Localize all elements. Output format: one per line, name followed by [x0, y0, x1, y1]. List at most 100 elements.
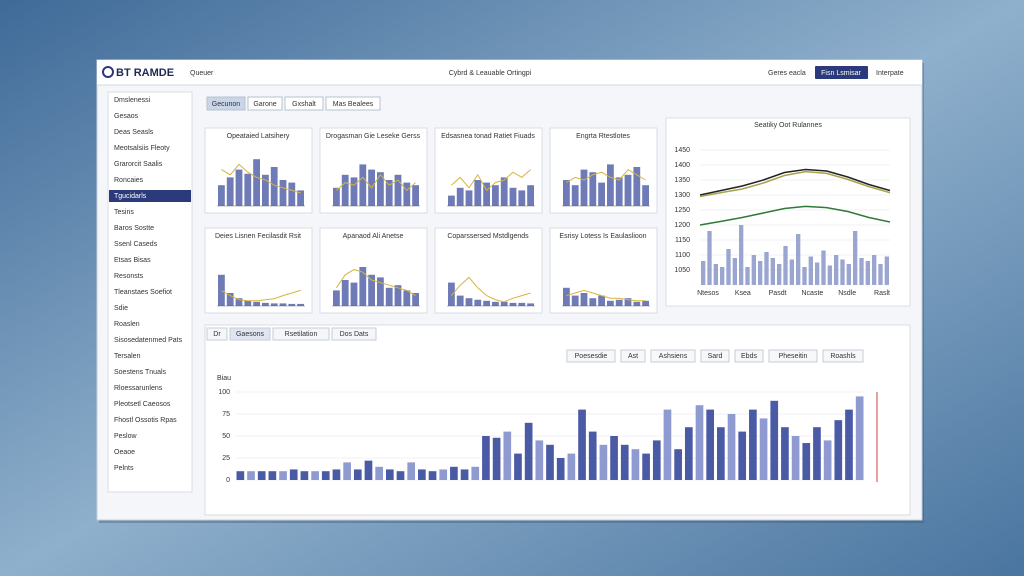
y-tick-label: 1100: [675, 252, 690, 259]
bar: [377, 172, 384, 206]
bar: [796, 234, 801, 285]
tab-label[interactable]: Rsetilation: [285, 331, 318, 338]
toolbar-button[interactable]: [768, 349, 818, 363]
bar: [289, 469, 298, 480]
tab[interactable]: [272, 327, 330, 341]
trend-line: [221, 289, 301, 302]
toolbar-label[interactable]: Pheseitin: [779, 353, 808, 360]
sidebar-item[interactable]: Peslow: [114, 433, 138, 440]
sidebar-item[interactable]: Tersalen: [114, 353, 141, 360]
sidebar-item[interactable]: Grarorcit Saalis: [114, 161, 163, 168]
bar: [235, 169, 243, 206]
sidebar-item[interactable]: Sisosedatenmed Pats: [114, 337, 183, 344]
toolbar-label[interactable]: Sard: [708, 353, 723, 360]
sidebar-item[interactable]: Ssenl Caseds: [114, 241, 158, 248]
sidebar-item[interactable]: Roaslen: [114, 321, 140, 328]
bar: [727, 414, 736, 480]
bar: [448, 282, 455, 306]
sidebar-item[interactable]: Pelnts: [114, 465, 134, 472]
sidebar-item[interactable]: Meotsalsiis Fleoty: [114, 145, 170, 152]
bar: [770, 258, 775, 285]
bar: [749, 409, 757, 480]
tab[interactable]: [206, 327, 228, 341]
tab[interactable]: [229, 327, 271, 341]
sidebar-item[interactable]: Gesaos: [114, 113, 139, 120]
sidebar-item[interactable]: Tgucidarls: [114, 193, 147, 200]
toolbar-label[interactable]: Roashls: [830, 353, 856, 360]
tab-label[interactable]: Mas Bealees: [333, 101, 374, 108]
bar: [483, 300, 490, 306]
trend-line: [221, 163, 301, 194]
trend-line: [566, 289, 646, 302]
button-label[interactable]: Fisn Lsmisar: [821, 70, 861, 77]
tab[interactable]: [206, 96, 246, 111]
tab-label[interactable]: Gxshalt: [292, 101, 316, 108]
sidebar-item[interactable]: Oeaoe: [114, 449, 135, 456]
bar: [808, 256, 813, 285]
bar: [642, 300, 649, 306]
bar: [770, 400, 779, 480]
toolbar-button[interactable]: [650, 349, 696, 363]
bar: [802, 267, 807, 285]
bar: [247, 471, 255, 480]
bar: [270, 167, 278, 206]
bar: [456, 295, 464, 306]
bar: [884, 256, 889, 285]
sidebar-item[interactable]: Tesins: [114, 209, 134, 216]
tab-label[interactable]: Gaesons: [236, 331, 265, 338]
sidebar-item[interactable]: Tleanstaes Soefiot: [114, 289, 172, 296]
bar: [589, 172, 597, 206]
tab[interactable]: [331, 327, 377, 341]
header: [97, 60, 922, 85]
user-menu[interactable]: Interpate: [876, 70, 904, 77]
tab[interactable]: [284, 96, 324, 111]
sidebar-item[interactable]: Resonsts: [114, 273, 144, 280]
bar: [751, 255, 756, 285]
bar: [270, 303, 278, 306]
nav-link[interactable]: Queuer: [190, 70, 214, 77]
bar: [524, 422, 533, 480]
sidebar-item[interactable]: Sdie: [114, 305, 128, 312]
bar: [288, 182, 296, 206]
toolbar-button[interactable]: [620, 349, 646, 363]
toolbar-button[interactable]: [700, 349, 730, 363]
sidebar-item[interactable]: Roncaies: [114, 177, 144, 184]
dropdown[interactable]: Biau: [217, 375, 231, 382]
sidebar-item[interactable]: Fhostl Ossotis Rpas: [114, 417, 177, 424]
sidebar-item[interactable]: Baros Sostte: [114, 225, 154, 232]
tab[interactable]: [325, 96, 381, 111]
x-tick-label: Ksea: [735, 290, 751, 297]
nav-link[interactable]: Geres eacla: [768, 70, 806, 77]
sidebar-item[interactable]: Dmslenessi: [114, 97, 151, 104]
primary-button[interactable]: [815, 66, 868, 79]
bar: [758, 261, 763, 285]
sidebar-item[interactable]: Rloessarunlens: [114, 385, 163, 392]
card-title: Esrisy Lotess Is Eaulaslioon: [559, 233, 646, 240]
tab[interactable]: [247, 96, 283, 111]
y-tick-label: 0: [226, 477, 230, 484]
tab-label[interactable]: Garone: [253, 101, 276, 108]
toolbar-button[interactable]: [566, 349, 616, 363]
toolbar-label[interactable]: Poesesdie: [575, 353, 608, 360]
bar: [418, 469, 426, 480]
bar: [482, 436, 490, 480]
bar: [244, 300, 252, 306]
tab-label[interactable]: Dr: [213, 331, 221, 338]
sidebar-item[interactable]: Soestens Tnuals: [114, 369, 167, 376]
toolbar-label[interactable]: Ebds: [741, 353, 757, 360]
bar: [633, 301, 641, 306]
toolbar-label[interactable]: Ast: [628, 353, 638, 360]
sidebar-item[interactable]: Etsas Bisas: [114, 257, 151, 264]
bar: [598, 295, 605, 306]
tab-label[interactable]: Gecunon: [212, 101, 241, 108]
toolbar-label[interactable]: Ashsiens: [659, 353, 688, 360]
sidebar-item[interactable]: Deas Seasls: [114, 129, 154, 136]
toolbar-button[interactable]: [734, 349, 764, 363]
bar: [465, 190, 473, 206]
toolbar-button[interactable]: [822, 349, 864, 363]
tab-label[interactable]: Dos Dats: [340, 331, 369, 338]
trend-line: [335, 269, 416, 297]
bar: [350, 282, 358, 306]
sidebar-item[interactable]: Pleotsetl Caeosos: [114, 401, 171, 408]
x-tick-label: Pasdt: [769, 290, 787, 297]
